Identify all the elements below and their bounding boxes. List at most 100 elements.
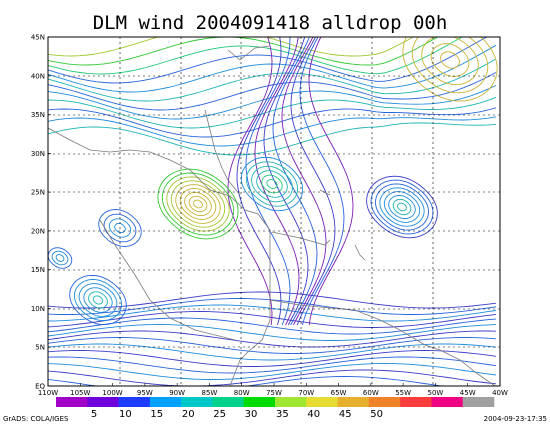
colorbar-swatch	[87, 397, 119, 407]
streamline	[188, 195, 208, 213]
streamline	[48, 72, 497, 111]
streamline	[114, 222, 126, 234]
streamline	[388, 195, 416, 219]
streamline	[421, 37, 479, 86]
streamline	[157, 168, 239, 240]
colorbar-tick-label: 10	[119, 409, 132, 420]
longitude-labels: 110W 105W 100W 95W 90W 85W 80W 75W 70W 65W 60W 55W 5…	[38, 383, 508, 397]
streamline	[78, 283, 118, 317]
colorbar-swatch	[431, 397, 464, 407]
lon-label: 50W	[428, 389, 444, 397]
streamline	[175, 184, 221, 224]
colorbar-ticks: 5 10 15 20 25 30 35 40 45 50	[91, 409, 383, 420]
streamline	[98, 209, 142, 247]
lon-label: 55W	[395, 389, 411, 397]
streamline	[48, 363, 497, 380]
colorbar-swatch	[275, 397, 307, 407]
streamline	[48, 37, 415, 57]
streamline	[108, 218, 132, 238]
colorbar-swatch	[56, 397, 88, 407]
streamline	[251, 165, 293, 203]
lon-label: 40W	[492, 389, 508, 397]
streamline	[430, 43, 470, 77]
streamline	[92, 295, 104, 305]
streamline	[366, 175, 438, 239]
lon-label: 90W	[169, 389, 185, 397]
streamline	[166, 176, 230, 232]
lon-label: 60W	[363, 389, 379, 397]
lat-label: 35N	[31, 111, 45, 119]
streamline	[440, 51, 460, 69]
streamline	[48, 298, 497, 315]
streamline	[48, 58, 497, 102]
lon-label: 100W	[102, 389, 122, 397]
streamline	[48, 37, 463, 75]
streamline	[69, 274, 127, 326]
streamline	[261, 174, 283, 194]
colorbar-tick-label: 35	[276, 409, 289, 420]
streamline-field	[48, 37, 500, 386]
lat-label: 20N	[31, 227, 45, 235]
streamline	[55, 254, 65, 262]
streamline	[48, 369, 497, 386]
colorbar-tick-label: 25	[213, 409, 226, 420]
colorbar-tick-label: 20	[182, 409, 195, 420]
streamline	[254, 37, 300, 326]
streamline	[245, 37, 291, 326]
map-title: DLM wind 2004091418 alldrop 00h	[93, 12, 448, 34]
lon-label: 95W	[137, 389, 153, 397]
streamline	[411, 37, 489, 94]
colorbar-tick-label: 50	[370, 409, 383, 420]
lat-label: 15N	[31, 266, 45, 274]
colorbar-swatch	[118, 397, 151, 407]
streamline	[48, 350, 497, 367]
colorbar	[56, 397, 495, 407]
streamline	[193, 199, 203, 209]
streamline	[48, 291, 497, 309]
streamline	[48, 356, 497, 374]
streamline	[161, 172, 235, 236]
streamline	[281, 37, 327, 326]
colorbar-swatch	[181, 397, 213, 407]
streamline	[48, 116, 497, 147]
colorbar-tick-label: 40	[307, 409, 320, 420]
streamline	[48, 330, 497, 348]
footer-timestamp: 2004-09-23-17:35	[484, 415, 547, 423]
colorbar-swatch	[149, 397, 182, 407]
streamline	[179, 188, 217, 220]
lon-label: 45W	[460, 389, 476, 397]
streamline	[308, 37, 354, 326]
streamline	[88, 291, 108, 309]
streamline	[48, 96, 497, 129]
streamline	[392, 198, 412, 216]
streamline	[290, 37, 336, 326]
streamline	[266, 179, 278, 189]
streamline	[48, 37, 439, 66]
streamline	[73, 279, 123, 321]
streamline	[397, 202, 407, 212]
colorbar-swatch	[368, 397, 401, 407]
lon-label: 110W	[38, 389, 58, 397]
colorbar-swatch	[243, 397, 276, 407]
streamline	[48, 343, 497, 361]
streamline	[240, 156, 304, 212]
streamline	[48, 122, 497, 156]
streamline	[379, 187, 425, 227]
streamline	[236, 37, 282, 326]
streamline	[299, 37, 345, 326]
colorbar-swatch	[400, 397, 432, 407]
footer-source: GrADS: COLA/IGES	[3, 415, 69, 423]
colorbar-swatch	[212, 397, 245, 407]
lat-label: 25N	[31, 189, 45, 197]
streamline	[184, 191, 212, 217]
streamline	[402, 37, 498, 102]
streamline	[48, 317, 497, 335]
lat-label: EQ	[35, 383, 45, 391]
lon-label: 75W	[266, 389, 282, 397]
streamline	[48, 376, 445, 386]
lon-label: 65W	[331, 389, 347, 397]
streamline	[170, 180, 226, 228]
streamline	[256, 170, 288, 198]
colorbar-tick-label: 30	[245, 409, 258, 420]
